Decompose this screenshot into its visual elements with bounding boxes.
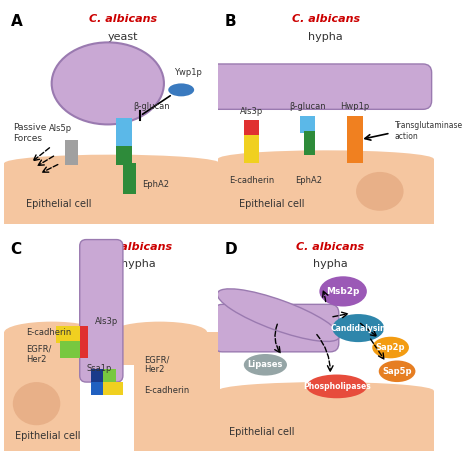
FancyBboxPatch shape bbox=[300, 116, 315, 133]
FancyBboxPatch shape bbox=[218, 391, 434, 451]
Text: E-cadherin: E-cadherin bbox=[229, 176, 274, 185]
Ellipse shape bbox=[244, 354, 287, 375]
FancyBboxPatch shape bbox=[123, 163, 136, 176]
Text: C. albicans: C. albicans bbox=[89, 14, 157, 24]
Ellipse shape bbox=[319, 276, 367, 307]
Text: C. albicans: C. albicans bbox=[296, 242, 364, 252]
Text: Candidalysin: Candidalysin bbox=[330, 324, 386, 333]
Ellipse shape bbox=[372, 337, 409, 358]
FancyBboxPatch shape bbox=[304, 131, 315, 155]
FancyBboxPatch shape bbox=[64, 140, 78, 165]
Ellipse shape bbox=[306, 375, 367, 398]
Text: EGFR/
Her2: EGFR/ Her2 bbox=[145, 355, 170, 375]
FancyBboxPatch shape bbox=[117, 118, 132, 148]
Ellipse shape bbox=[356, 172, 403, 211]
FancyBboxPatch shape bbox=[91, 369, 103, 382]
FancyBboxPatch shape bbox=[218, 159, 434, 224]
Text: C. albicans: C. albicans bbox=[292, 14, 360, 24]
Ellipse shape bbox=[218, 151, 434, 168]
Text: Msb2p: Msb2p bbox=[327, 287, 360, 296]
FancyBboxPatch shape bbox=[103, 369, 117, 382]
Text: Als3p: Als3p bbox=[240, 107, 263, 116]
Text: β-glucan: β-glucan bbox=[289, 102, 326, 112]
Text: C. albicans: C. albicans bbox=[104, 242, 172, 252]
Text: Epithelial cell: Epithelial cell bbox=[228, 427, 294, 437]
FancyBboxPatch shape bbox=[123, 174, 136, 194]
Ellipse shape bbox=[52, 42, 164, 124]
FancyBboxPatch shape bbox=[80, 326, 88, 343]
Text: E-cadherin: E-cadherin bbox=[145, 386, 190, 395]
FancyBboxPatch shape bbox=[103, 382, 123, 395]
Text: Transglutaminase
action: Transglutaminase action bbox=[395, 121, 463, 140]
Text: EphA2: EphA2 bbox=[142, 180, 169, 190]
Ellipse shape bbox=[4, 155, 220, 172]
FancyBboxPatch shape bbox=[117, 146, 132, 165]
Text: Passive
Forces: Passive Forces bbox=[13, 123, 46, 143]
Text: Phospholipases: Phospholipases bbox=[303, 382, 371, 391]
FancyBboxPatch shape bbox=[4, 332, 220, 451]
Ellipse shape bbox=[168, 84, 194, 96]
Ellipse shape bbox=[86, 363, 117, 380]
FancyBboxPatch shape bbox=[80, 365, 134, 451]
Text: Epithelial cell: Epithelial cell bbox=[15, 431, 81, 441]
Text: hypha: hypha bbox=[309, 32, 343, 42]
Ellipse shape bbox=[379, 360, 415, 382]
Text: Als3p: Als3p bbox=[95, 317, 118, 326]
Text: Als5p: Als5p bbox=[49, 124, 72, 133]
FancyBboxPatch shape bbox=[80, 341, 88, 358]
Text: Epithelial cell: Epithelial cell bbox=[239, 199, 305, 209]
FancyBboxPatch shape bbox=[80, 240, 123, 382]
Text: Sap5p: Sap5p bbox=[383, 367, 412, 376]
FancyBboxPatch shape bbox=[209, 64, 432, 109]
Text: C: C bbox=[10, 242, 22, 257]
Text: Lipases: Lipases bbox=[248, 360, 283, 369]
Text: Hwp1p: Hwp1p bbox=[340, 102, 370, 112]
Ellipse shape bbox=[217, 289, 339, 341]
FancyBboxPatch shape bbox=[347, 135, 363, 163]
Text: β-glucan: β-glucan bbox=[134, 102, 170, 112]
Text: Ywp1p: Ywp1p bbox=[174, 68, 201, 77]
Ellipse shape bbox=[4, 322, 99, 343]
Text: B: B bbox=[224, 14, 236, 29]
FancyBboxPatch shape bbox=[4, 163, 220, 224]
FancyBboxPatch shape bbox=[244, 120, 259, 137]
Text: EphA2: EphA2 bbox=[295, 176, 322, 185]
FancyBboxPatch shape bbox=[91, 382, 103, 395]
Text: EGFR/
Her2: EGFR/ Her2 bbox=[26, 344, 51, 364]
Text: yeast: yeast bbox=[108, 32, 138, 42]
Ellipse shape bbox=[112, 322, 207, 343]
Text: hypha: hypha bbox=[121, 259, 155, 269]
Text: Ssa1p: Ssa1p bbox=[86, 364, 112, 374]
FancyBboxPatch shape bbox=[214, 304, 339, 352]
Text: hypha: hypha bbox=[313, 259, 347, 269]
FancyBboxPatch shape bbox=[347, 116, 363, 137]
Ellipse shape bbox=[218, 382, 434, 399]
Ellipse shape bbox=[13, 382, 60, 425]
FancyBboxPatch shape bbox=[60, 341, 84, 358]
Text: Epithelial cell: Epithelial cell bbox=[26, 199, 91, 209]
FancyBboxPatch shape bbox=[56, 326, 84, 343]
Text: A: A bbox=[10, 14, 22, 29]
Text: Sap2p: Sap2p bbox=[376, 343, 405, 352]
Ellipse shape bbox=[332, 314, 384, 342]
Text: D: D bbox=[224, 242, 237, 257]
FancyBboxPatch shape bbox=[244, 135, 259, 163]
Text: E-cadherin: E-cadherin bbox=[26, 328, 71, 337]
